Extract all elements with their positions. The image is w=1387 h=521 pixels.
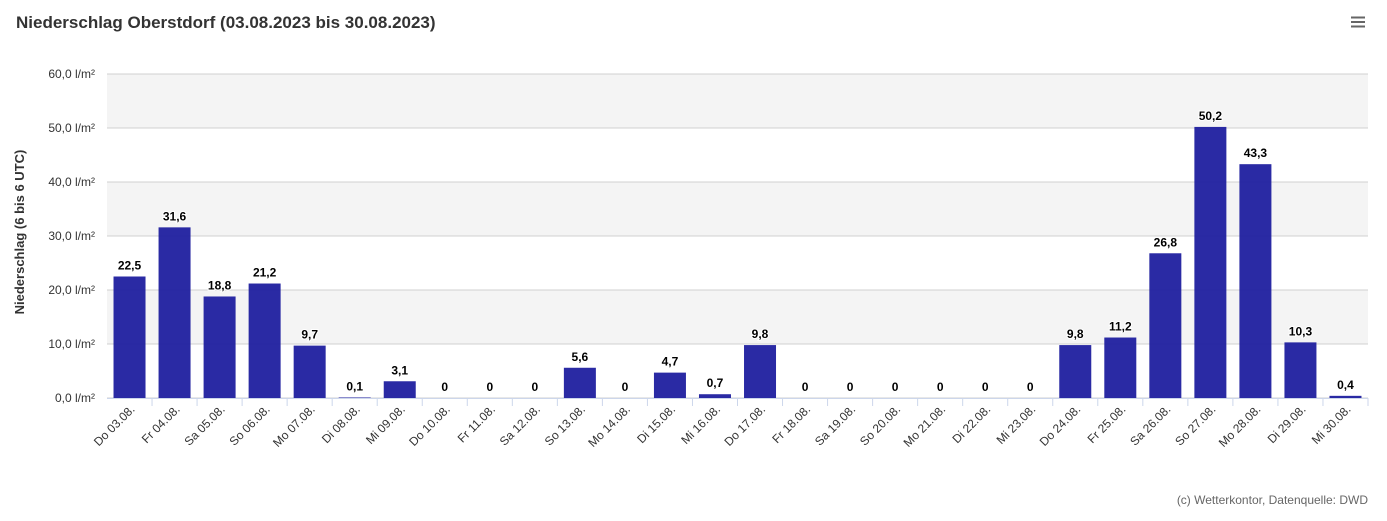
bar xyxy=(563,367,596,398)
x-tick-label: So 20.08. xyxy=(857,402,903,448)
x-tick-label: Mo 28.08. xyxy=(1216,402,1264,450)
bar xyxy=(293,345,326,398)
x-tick-label: Sa 19.08. xyxy=(812,402,858,448)
grid-band xyxy=(107,182,1368,236)
bar xyxy=(1149,253,1182,398)
value-label: 9,7 xyxy=(301,328,318,342)
value-label: 9,8 xyxy=(752,327,769,341)
x-tick-label: Fr 11.08. xyxy=(455,402,498,445)
bar xyxy=(1329,395,1362,398)
value-label: 0,7 xyxy=(707,376,724,390)
value-label: 0 xyxy=(486,380,493,394)
value-label: 50,2 xyxy=(1199,109,1223,123)
grid-band xyxy=(107,74,1368,128)
x-tick-label: Fr 25.08. xyxy=(1085,402,1129,446)
x-tick-label: Sa 12.08. xyxy=(497,402,543,448)
x-tick-label: So 06.08. xyxy=(227,402,273,448)
chart-title: Niederschlag Oberstdorf (03.08.2023 bis … xyxy=(16,13,436,32)
x-tick-label: Di 22.08. xyxy=(949,402,993,446)
value-label: 21,2 xyxy=(253,266,277,280)
value-label: 0,4 xyxy=(1337,378,1354,392)
x-tick-label: Mo 07.08. xyxy=(270,402,318,450)
x-tick-label: Mo 14.08. xyxy=(585,402,633,450)
bar xyxy=(698,394,731,398)
x-tick-label: Di 08.08. xyxy=(319,402,363,446)
x-tick-label: Sa 05.08. xyxy=(181,402,227,448)
x-tick-label: Mi 16.08. xyxy=(678,402,723,447)
bar xyxy=(1104,337,1137,398)
value-label: 0 xyxy=(892,380,899,394)
value-label: 0 xyxy=(531,380,538,394)
bar xyxy=(1284,342,1317,398)
x-tick-label: Do 17.08. xyxy=(721,402,768,449)
menu-button[interactable] xyxy=(1344,10,1372,34)
y-tick-label: 0,0 l/m² xyxy=(55,391,95,405)
value-label: 0 xyxy=(1027,380,1034,394)
y-tick-label: 40,0 l/m² xyxy=(48,175,95,189)
y-axis-title: Niederschlag (6 bis 6 UTC) xyxy=(12,150,27,315)
x-tick-label: Mi 23.08. xyxy=(994,402,1039,447)
value-label: 0 xyxy=(622,380,629,394)
bar xyxy=(744,345,777,398)
bar xyxy=(248,283,281,398)
value-label: 4,7 xyxy=(662,355,679,369)
value-label: 11,2 xyxy=(1109,320,1132,334)
x-tick-label: So 13.08. xyxy=(542,402,588,448)
value-label: 0 xyxy=(937,380,944,394)
x-tick-label: Di 15.08. xyxy=(634,402,678,446)
credits: (c) Wetterkontor, Datenquelle: DWD xyxy=(1177,493,1369,507)
y-tick-label: 10,0 l/m² xyxy=(48,337,95,351)
bar xyxy=(338,397,371,398)
x-tick-label: Mo 21.08. xyxy=(901,402,949,450)
value-label: 5,6 xyxy=(572,350,589,364)
value-label: 31,6 xyxy=(163,209,187,223)
x-tick-label: Fr 18.08. xyxy=(769,402,813,446)
value-label: 22,5 xyxy=(118,259,142,273)
x-tick-label: Do 24.08. xyxy=(1037,402,1084,449)
bar xyxy=(1239,164,1272,398)
x-tick-label: Do 03.08. xyxy=(91,402,138,449)
value-label: 10,3 xyxy=(1289,324,1313,338)
y-tick-label: 20,0 l/m² xyxy=(48,283,95,297)
value-label: 26,8 xyxy=(1154,235,1178,249)
bar xyxy=(203,296,236,398)
x-tick-label: Mi 30.08. xyxy=(1309,402,1354,447)
value-label: 0,1 xyxy=(346,379,363,393)
bar xyxy=(1059,345,1092,398)
x-tick-label: Di 29.08. xyxy=(1265,402,1309,446)
value-label: 0 xyxy=(802,380,809,394)
value-label: 43,3 xyxy=(1244,146,1268,160)
x-tick-label: Do 10.08. xyxy=(406,402,453,449)
bar xyxy=(1194,126,1227,399)
value-label: 18,8 xyxy=(208,278,232,292)
x-tick-label: Sa 26.08. xyxy=(1127,402,1173,448)
bar xyxy=(113,276,146,398)
menu-icon[interactable] xyxy=(1351,16,1365,28)
y-tick-label: 60,0 l/m² xyxy=(48,67,95,81)
y-tick-label: 50,0 l/m² xyxy=(48,121,95,135)
bar xyxy=(653,372,686,398)
y-tick-label: 30,0 l/m² xyxy=(48,229,95,243)
x-tick-label: Mi 09.08. xyxy=(363,402,408,447)
value-label: 9,8 xyxy=(1067,327,1084,341)
x-tick-label: So 27.08. xyxy=(1172,402,1218,448)
x-tick-label: Fr 04.08. xyxy=(139,402,183,446)
value-label: 0 xyxy=(982,380,989,394)
value-label: 3,1 xyxy=(391,363,408,377)
value-label: 0 xyxy=(441,380,448,394)
bar xyxy=(383,381,416,398)
value-label: 0 xyxy=(847,380,854,394)
bar xyxy=(158,227,191,398)
